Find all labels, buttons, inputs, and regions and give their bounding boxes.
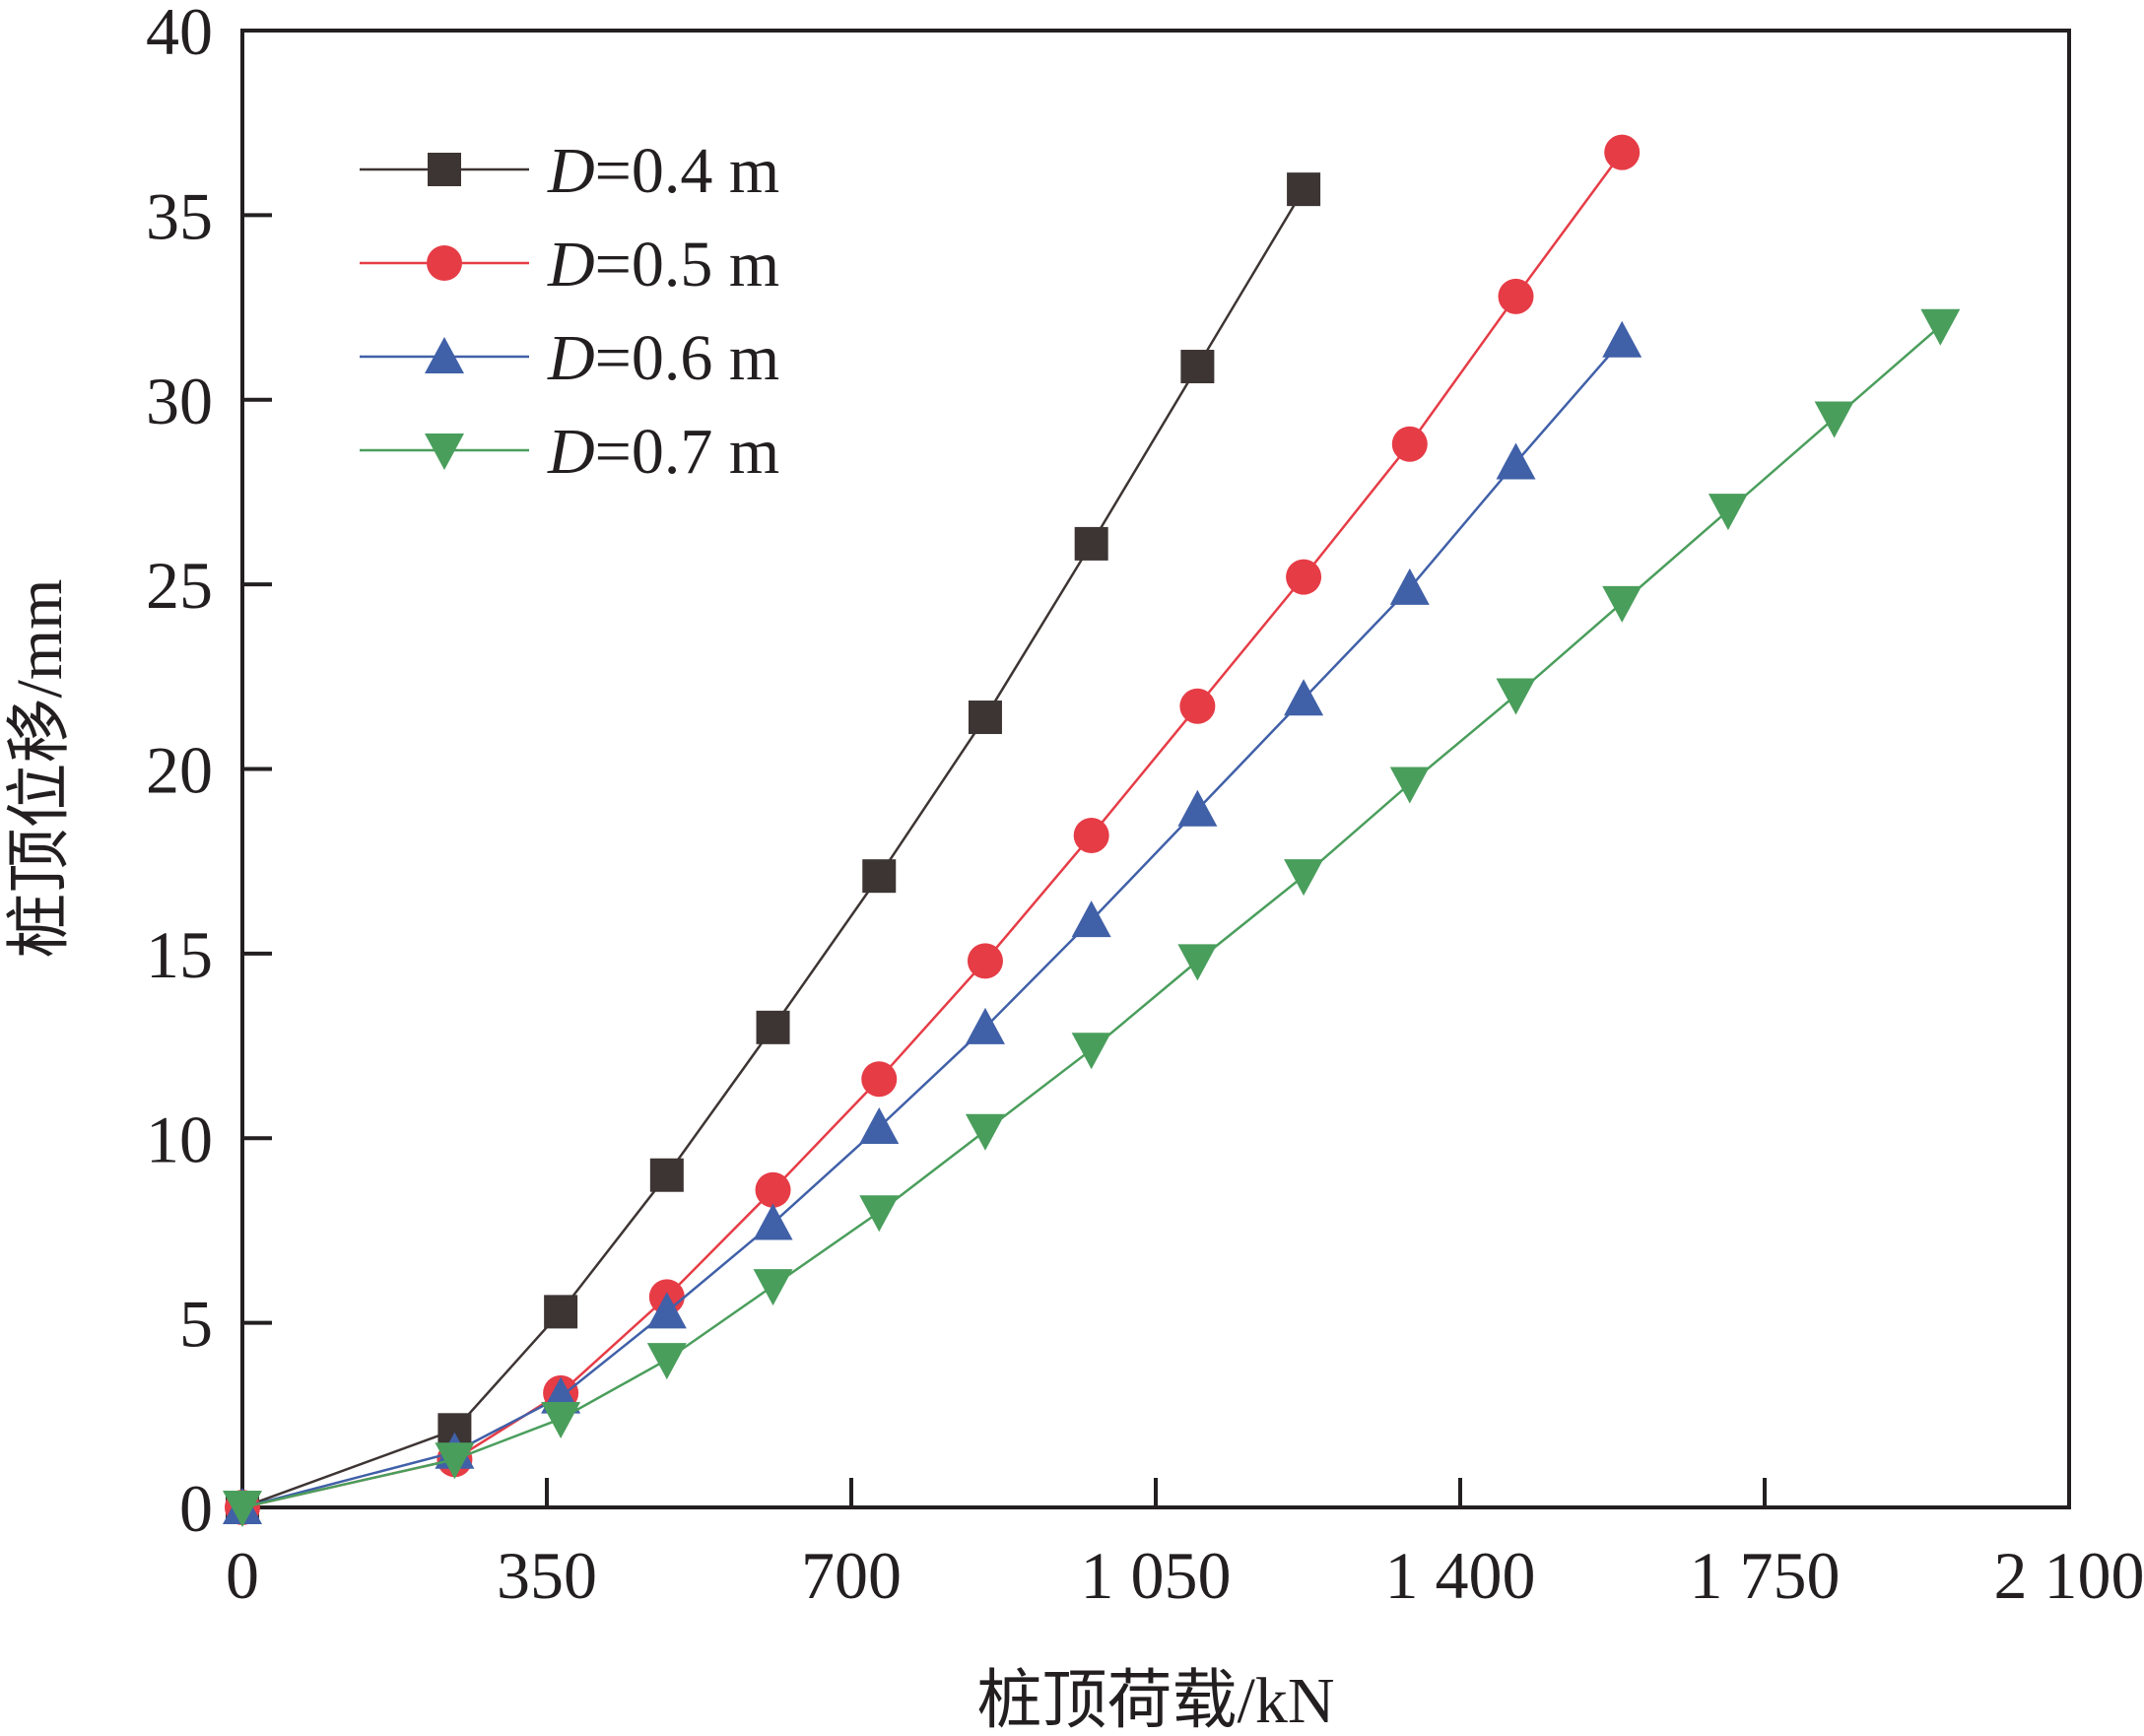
triangle-up-marker <box>1496 442 1536 480</box>
square-marker <box>428 153 461 186</box>
triangle-down-marker <box>1708 494 1748 531</box>
circle-marker <box>1286 559 1322 595</box>
legend-label: D=0.4 m <box>547 135 779 207</box>
y-tick-label: 0 <box>179 1471 213 1546</box>
x-tick-label: 1 750 <box>1690 1538 1841 1613</box>
triangle-down-marker <box>1177 944 1218 981</box>
triangle-down-marker <box>753 1269 793 1306</box>
x-tick-label: 350 <box>497 1538 597 1613</box>
triangle-up-marker <box>1389 568 1430 605</box>
triangle-up-marker <box>1177 789 1218 827</box>
triangle-down-marker <box>425 434 464 470</box>
circle-marker <box>1391 426 1428 462</box>
square-marker <box>649 1158 684 1192</box>
triangle-down-marker <box>646 1343 687 1380</box>
triangle-up-marker <box>1071 901 1111 938</box>
series-line <box>241 324 1942 1509</box>
triangle-down-marker <box>1496 678 1536 715</box>
series-d-0-7-m <box>223 308 1961 1527</box>
triangle-down-marker <box>435 1442 475 1480</box>
triangle-up-marker <box>646 1292 687 1329</box>
triangle-up-marker <box>965 1007 1005 1044</box>
x-tick-label: 700 <box>801 1538 902 1613</box>
circle-marker <box>755 1171 791 1208</box>
x-tick-label: 1 050 <box>1081 1538 1232 1613</box>
x-tick-label: 2 100 <box>1994 1538 2144 1613</box>
y-tick-label: 15 <box>146 917 213 992</box>
legend-label: D=0.5 m <box>547 229 779 300</box>
y-tick-label: 35 <box>146 178 213 253</box>
y-tick-label: 10 <box>146 1102 213 1176</box>
circle-marker <box>861 1061 898 1098</box>
triangle-up-marker <box>1602 320 1642 358</box>
legend-item: D=0.4 m <box>360 135 779 207</box>
triangle-down-marker <box>223 1491 262 1527</box>
triangle-up-marker <box>753 1203 793 1240</box>
y-tick-label: 5 <box>179 1287 213 1362</box>
triangle-down-marker <box>541 1402 581 1439</box>
triangle-up-marker <box>425 337 464 373</box>
x-tick-label: 1 400 <box>1385 1538 1536 1613</box>
triangle-down-marker <box>1920 308 1961 346</box>
legend-item: D=0.5 m <box>360 229 779 300</box>
circle-marker <box>967 943 1003 979</box>
square-marker <box>544 1295 578 1329</box>
circle-marker <box>1604 134 1641 170</box>
triangle-down-marker <box>965 1113 1005 1151</box>
triangle-up-marker <box>859 1107 900 1145</box>
circle-marker <box>427 245 462 281</box>
triangle-down-marker <box>1814 401 1854 438</box>
series-line <box>241 339 1624 1509</box>
triangle-down-marker <box>1602 585 1642 623</box>
series-line <box>241 188 1306 1509</box>
y-tick-label: 20 <box>146 733 213 808</box>
legend-label: D=0.7 m <box>547 416 779 488</box>
square-marker <box>1180 350 1215 384</box>
legend-item: D=0.7 m <box>360 416 779 488</box>
circle-marker <box>1179 688 1216 724</box>
series-d-0-6-m <box>223 320 1642 1524</box>
triangle-down-marker <box>1389 767 1430 804</box>
triangle-down-marker <box>1284 859 1324 897</box>
triangle-down-marker <box>1071 1033 1111 1070</box>
legend-item: D=0.6 m <box>360 322 779 394</box>
circle-marker <box>1498 278 1534 314</box>
x-axis-label: 桩顶荷载/kN <box>977 1665 1335 1736</box>
square-marker <box>1287 172 1321 207</box>
triangle-up-marker <box>1284 679 1324 716</box>
plot-frame <box>240 29 2071 1509</box>
y-axis-label: 桩顶位移/mm <box>4 578 76 958</box>
circle-marker <box>1073 817 1109 853</box>
square-marker <box>968 701 1002 735</box>
y-tick-label: 25 <box>146 548 213 623</box>
legend-label: D=0.6 m <box>547 322 779 394</box>
square-marker <box>1074 526 1108 561</box>
triangle-down-marker <box>859 1195 900 1233</box>
series-d-0-5-m <box>225 134 1641 1525</box>
y-tick-label: 40 <box>146 0 213 69</box>
x-tick-label: 0 <box>226 1538 259 1613</box>
square-marker <box>862 859 897 894</box>
square-marker <box>756 1010 790 1044</box>
y-tick-label: 30 <box>146 364 213 438</box>
